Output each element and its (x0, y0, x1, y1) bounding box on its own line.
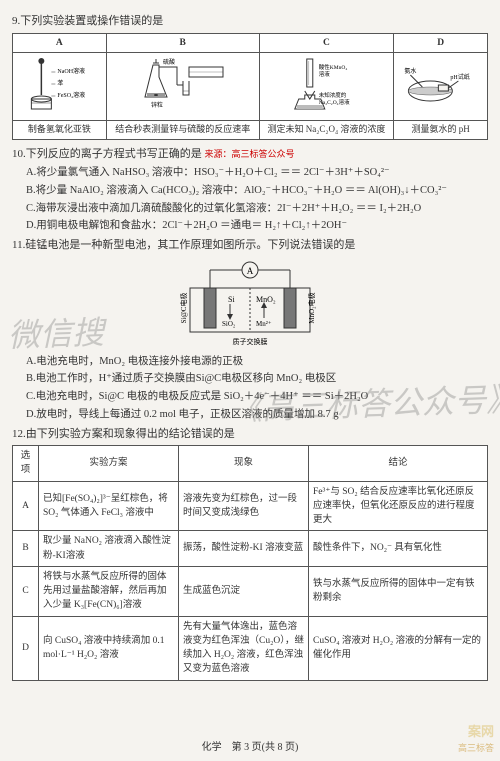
lbl-c1a: 酸性KMnO₄ (318, 63, 347, 71)
q9-cap-d: 测量氨水的 pH (394, 121, 488, 140)
q9-draw-c: 酸性KMnO₄ 溶液 未知浓度的 Na₂C₂O₄溶液 (263, 55, 391, 113)
q12-c-phenom: 生成蓝色沉淀 (179, 566, 309, 616)
q12-a-scheme: 已知[Fe(SO₄)₂]³⁻呈红棕色，将 SO₂ 气体通入 FeCl₃ 溶液中 (39, 481, 179, 531)
q10-source: 来源：高三标答公众号 (205, 149, 295, 159)
corner-wm2: 案网 (468, 722, 494, 742)
lbl-a2: 苯 (57, 79, 63, 87)
table-row: B 取少量 NaNO₂ 溶液滴入酸性淀粉-KI溶液 振荡，酸性淀粉-KI 溶液变… (13, 531, 488, 567)
q12-c-opt: C (13, 566, 39, 616)
q12-a-phenom: 溶液先变为红棕色，过一段时间又变成浅绿色 (179, 481, 309, 531)
q9-h-d: D (394, 33, 488, 52)
q10-d: D.用铜电极电解饱和食盐水：2Cl⁻＋2H₂O ＝通电＝ H₂↑＋Cl₂↑＋2O… (26, 218, 488, 234)
q12-h0: 选项 (13, 446, 39, 482)
q12-h1: 实验方案 (39, 446, 179, 482)
q9-cap-a: 制备氢氧化亚铁 (13, 121, 107, 140)
q10-c: C.海带灰浸出液中滴加几滴硫酸酸化的过氧化氢溶液：2I⁻＋2H⁺＋H₂O₂ ＝＝… (26, 201, 488, 217)
q12-stem: 12.由下列实验方案和现象得出的结论错误的是 (12, 426, 488, 443)
q10-a: A.将少量氯气通入 NaHSO₃ 溶液中：HSO₃⁻＋H₂O＋Cl₂ ＝＝ 2C… (26, 165, 488, 181)
q12-b-opt: B (13, 531, 39, 567)
q12-d-scheme: 向 CuSO₄ 溶液中持续滴加 0.1 mol·L⁻¹ H₂O₂ 溶液 (39, 616, 179, 680)
lbl-d2: pH试纸 (451, 73, 470, 81)
q9-cap-c: 测定未知 Na₂C₂O₄ 溶液的浓度 (259, 121, 394, 140)
q11-b: B.电池工作时，H⁺通过质子交换膜由Si@C电极区移向 MnO₂ 电极区 (26, 371, 488, 387)
q9-cell-d: 氨水 pH试纸 (394, 52, 488, 120)
q9-draw-a: NaOH溶液 苯 FeSO₄溶液 (16, 55, 103, 113)
lbl-b2: 锌粒 (151, 101, 163, 109)
q10-stem: 10.下列反应的离子方程式书写正确的是 来源：高三标答公众号 (12, 146, 488, 163)
lbl-b1: 硫酸 (163, 58, 175, 66)
q12-b-scheme: 取少量 NaNO₂ 溶液滴入酸性淀粉-KI溶液 (39, 531, 179, 567)
lbl-d1: 氨水 (405, 67, 417, 75)
q9-cell-c: 酸性KMnO₄ 溶液 未知浓度的 Na₂C₂O₄溶液 (259, 52, 394, 120)
mno2-label: MnO₂ (256, 295, 276, 304)
q12-table: 选项 实验方案 现象 结论 A 已知[Fe(SO₄)₂]³⁻呈红棕色，将 SO₂… (12, 445, 488, 681)
q9-draw-b: 硫酸 锌粒 (110, 55, 256, 113)
q9-cap-b: 结合秒表测量锌与硫酸的反应速率 (106, 121, 259, 140)
q11-a: A.电池充电时，MnO₂ 电极连接外接电源的正极 (26, 354, 488, 370)
q9-h-a: A (13, 33, 107, 52)
q12-c-scheme: 将铁与水蒸气反应所得的固体先用过量盐酸溶解，然后再加入少量 K₃[Fe(CN)₆… (39, 566, 179, 616)
left-elec: Si@C电极 (179, 292, 188, 323)
q9-stem: 9.下列实验装置或操作错误的是 (12, 13, 488, 30)
mn2-label: Mn²⁺ (256, 320, 272, 328)
q11-diagram: A Si MnO₂ SiO₂ Mn²⁺ 质子交换膜 Si@C电极 MnO₂电极 (12, 258, 488, 348)
svg-text:Na₂C₂O₄溶液: Na₂C₂O₄溶液 (318, 98, 349, 106)
lbl-a3: FeSO₄溶液 (57, 91, 85, 99)
q12-h2: 现象 (179, 446, 309, 482)
q12-c-concl: 铁与水蒸气反应所得的固体中一定有铁粉剩余 (309, 566, 488, 616)
q11-stem: 11.硅锰电池是一种新型电池，其工作原理如图所示。下列说法错误的是 (12, 237, 488, 254)
q9-h-c: C (259, 33, 394, 52)
svg-text:未知浓度的: 未知浓度的 (318, 91, 346, 99)
q9-cell-a: NaOH溶液 苯 FeSO₄溶液 (13, 52, 107, 120)
q12-d-concl: CuSO₄ 溶液对 H₂O₂ 溶液的分解有一定的催化作用 (309, 616, 488, 680)
table-row: A 已知[Fe(SO₄)₂]³⁻呈红棕色，将 SO₂ 气体通入 FeCl₃ 溶液… (13, 481, 488, 531)
table-row: C 将铁与水蒸气反应所得的固体先用过量盐酸溶解，然后再加入少量 K₃[Fe(CN… (13, 566, 488, 616)
corner-wm: 高三标答 (458, 742, 494, 756)
q9-cell-b: 硫酸 锌粒 (106, 52, 259, 120)
right-elec: MnO₂电极 (307, 292, 316, 323)
lbl-a1: NaOH溶液 (57, 67, 85, 75)
page-footer: 化学 第 3 页(共 8 页) (0, 740, 500, 755)
meter-label: A (247, 266, 254, 276)
svg-text:溶液: 溶液 (318, 70, 330, 78)
q9-draw-d: 氨水 pH试纸 (397, 55, 484, 113)
q12-a-concl: Fe³⁺与 SO₂ 结合反应速率比氧化还原反应速率快，但氧化还原反应的进行程度更… (309, 481, 488, 531)
si-label: Si (228, 295, 235, 304)
battery-svg: A Si MnO₂ SiO₂ Mn²⁺ 质子交换膜 Si@C电极 MnO₂电极 (150, 258, 350, 348)
q12-a-opt: A (13, 481, 39, 531)
sio2-label: SiO₂ (222, 320, 236, 328)
table-row: D 向 CuSO₄ 溶液中持续滴加 0.1 mol·L⁻¹ H₂O₂ 溶液 先有… (13, 616, 488, 680)
q12-b-phenom: 振荡，酸性淀粉-KI 溶液变蓝 (179, 531, 309, 567)
q10-b: B.将少量 NaAlO₂ 溶液滴入 Ca(HCO₃)₂ 溶液中：AlO₂⁻＋HC… (26, 183, 488, 199)
q12-b-concl: 酸性条件下，NO₂⁻ 具有氧化性 (309, 531, 488, 567)
membrane-label: 质子交换膜 (233, 337, 268, 346)
q12-h3: 结论 (309, 446, 488, 482)
q12-d-opt: D (13, 616, 39, 680)
q11-c: C.电池充电时，Si@C 电极的电极反应式是 SiO₂＋4e⁻＋4H⁺ ＝＝ S… (26, 389, 488, 405)
q9-h-b: B (106, 33, 259, 52)
q12-d-phenom: 先有大量气体逸出，蓝色溶液变为红色浑浊（Cu₂O），继续加入 H₂O₂ 溶液，红… (179, 616, 309, 680)
q11-d: D.放电时，导线上每通过 0.2 mol 电子，正极区溶液的质量增加 8.7 g (26, 407, 488, 423)
q9-table: A B C D NaOH溶液 苯 FeSO₄溶液 (12, 33, 488, 140)
